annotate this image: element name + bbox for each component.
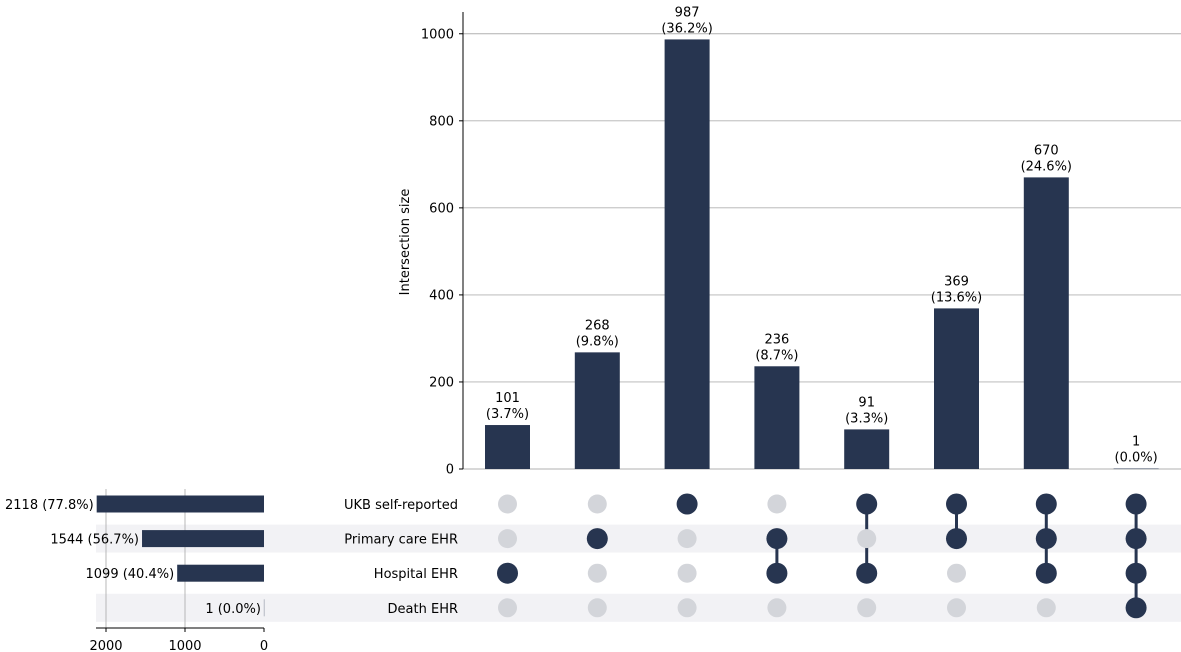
- intersection-bars-layer: 101(3.7%)268(9.8%)987(36.2%)236(8.7%)91(…: [485, 5, 1159, 470]
- y-tick-label: 1000: [421, 27, 454, 42]
- bar-value-label: 670: [1034, 143, 1059, 158]
- grid-layer: [463, 33, 1181, 470]
- bar-value-label: 987: [675, 5, 700, 20]
- intersection-bar: [664, 39, 710, 470]
- bar-value-label: 101: [495, 391, 520, 406]
- intersection-bar: [1023, 177, 1069, 469]
- bar-value-label: 1: [1132, 435, 1140, 450]
- intersection-bar: [934, 308, 979, 469]
- membership-dot-active: [766, 528, 788, 550]
- membership-dot-inactive: [498, 529, 517, 549]
- bar-value-label: 369: [944, 274, 969, 289]
- membership-dot-inactive: [947, 563, 966, 583]
- membership-dot-active: [1035, 528, 1057, 550]
- set-name-label: Primary care EHR: [344, 533, 458, 548]
- intersection-bar: [485, 425, 530, 469]
- bar-percent-label: (3.3%): [845, 411, 888, 426]
- membership-dot-active: [1125, 493, 1147, 515]
- membership-dot-inactive: [857, 529, 877, 549]
- set-size-label: 1099 (40.4%): [86, 567, 175, 582]
- set-size-bar: [96, 495, 264, 513]
- bar-percent-label: (3.7%): [486, 407, 529, 422]
- bar-value-label: 268: [585, 318, 610, 333]
- set-size-tick-label: 0: [260, 639, 268, 652]
- set-size-label: 1544 (56.7%): [50, 533, 139, 548]
- bar-percent-label: (8.7%): [755, 348, 798, 363]
- membership-dot-inactive: [677, 563, 697, 583]
- y-tick-label: 0: [446, 463, 454, 478]
- y-axis-label: Intersection size: [398, 189, 413, 296]
- membership-dot-inactive: [677, 598, 697, 618]
- membership-dot-active: [856, 562, 878, 584]
- y-tick-label: 400: [429, 288, 454, 303]
- y-tick-label: 800: [429, 114, 454, 129]
- membership-dot-active: [856, 493, 878, 515]
- bar-percent-label: (24.6%): [1021, 159, 1072, 174]
- bar-value-label: 236: [764, 332, 789, 347]
- membership-dot-inactive: [947, 598, 966, 618]
- membership-dot-active: [1125, 528, 1147, 550]
- membership-dot-active: [1125, 562, 1147, 584]
- membership-dot-active: [586, 528, 608, 550]
- membership-dot-inactive: [587, 563, 607, 583]
- set-name-label: Death EHR: [388, 602, 458, 617]
- membership-dot-inactive: [587, 494, 607, 514]
- membership-dot-active: [497, 562, 518, 584]
- set-size-bar: [177, 564, 264, 582]
- membership-dot-active: [766, 562, 788, 584]
- membership-dot-inactive: [677, 529, 697, 549]
- membership-dot-active: [1125, 597, 1147, 619]
- set-name-label: Hospital EHR: [374, 567, 458, 582]
- bar-percent-label: (0.0%): [1115, 451, 1158, 466]
- set-size-bar: [142, 530, 264, 548]
- set-name-label: UKB self-reported: [344, 498, 458, 513]
- membership-dot-active: [1035, 493, 1057, 515]
- bar-percent-label: (9.8%): [576, 334, 619, 349]
- membership-dot-active: [1035, 562, 1057, 584]
- bar-value-label: 91: [858, 395, 875, 410]
- membership-dot-inactive: [587, 598, 607, 618]
- bar-percent-label: (13.6%): [931, 290, 982, 305]
- intersection-bar: [1113, 468, 1159, 470]
- set-size-label: 2118 (77.8%): [5, 498, 94, 513]
- membership-dot-inactive: [498, 598, 517, 618]
- membership-dot-inactive: [1036, 598, 1056, 618]
- membership-dot-inactive: [767, 598, 787, 618]
- set-size-layer: UKB self-reported Primary care EHR Hospita…: [5, 489, 458, 652]
- membership-dot-active: [946, 528, 967, 550]
- set-size-tick-label: 1000: [168, 639, 201, 652]
- bar-percent-label: (36.2%): [661, 21, 712, 36]
- row-shading-layer: [96, 524, 1181, 622]
- intersection-bar: [754, 366, 800, 469]
- membership-dot-inactive: [857, 598, 877, 618]
- membership-matrix-layer: [497, 493, 1147, 619]
- membership-dot-inactive: [767, 494, 787, 514]
- intersection-bar: [844, 429, 890, 469]
- membership-dot-active: [676, 493, 698, 515]
- membership-dot-active: [946, 493, 967, 515]
- matrix-row-shade: [96, 593, 1181, 622]
- set-size-label: 1 (0.0%): [205, 602, 261, 617]
- set-size-tick-label: 2000: [89, 639, 122, 652]
- intersection-bar: [574, 352, 620, 469]
- y-tick-label: 200: [429, 375, 454, 390]
- matrix-row-shade: [96, 524, 1181, 553]
- y-axis-layer: 0 200 400 600 800 1000: [421, 12, 464, 478]
- membership-dot-inactive: [498, 494, 517, 514]
- y-tick-label: 600: [429, 201, 454, 216]
